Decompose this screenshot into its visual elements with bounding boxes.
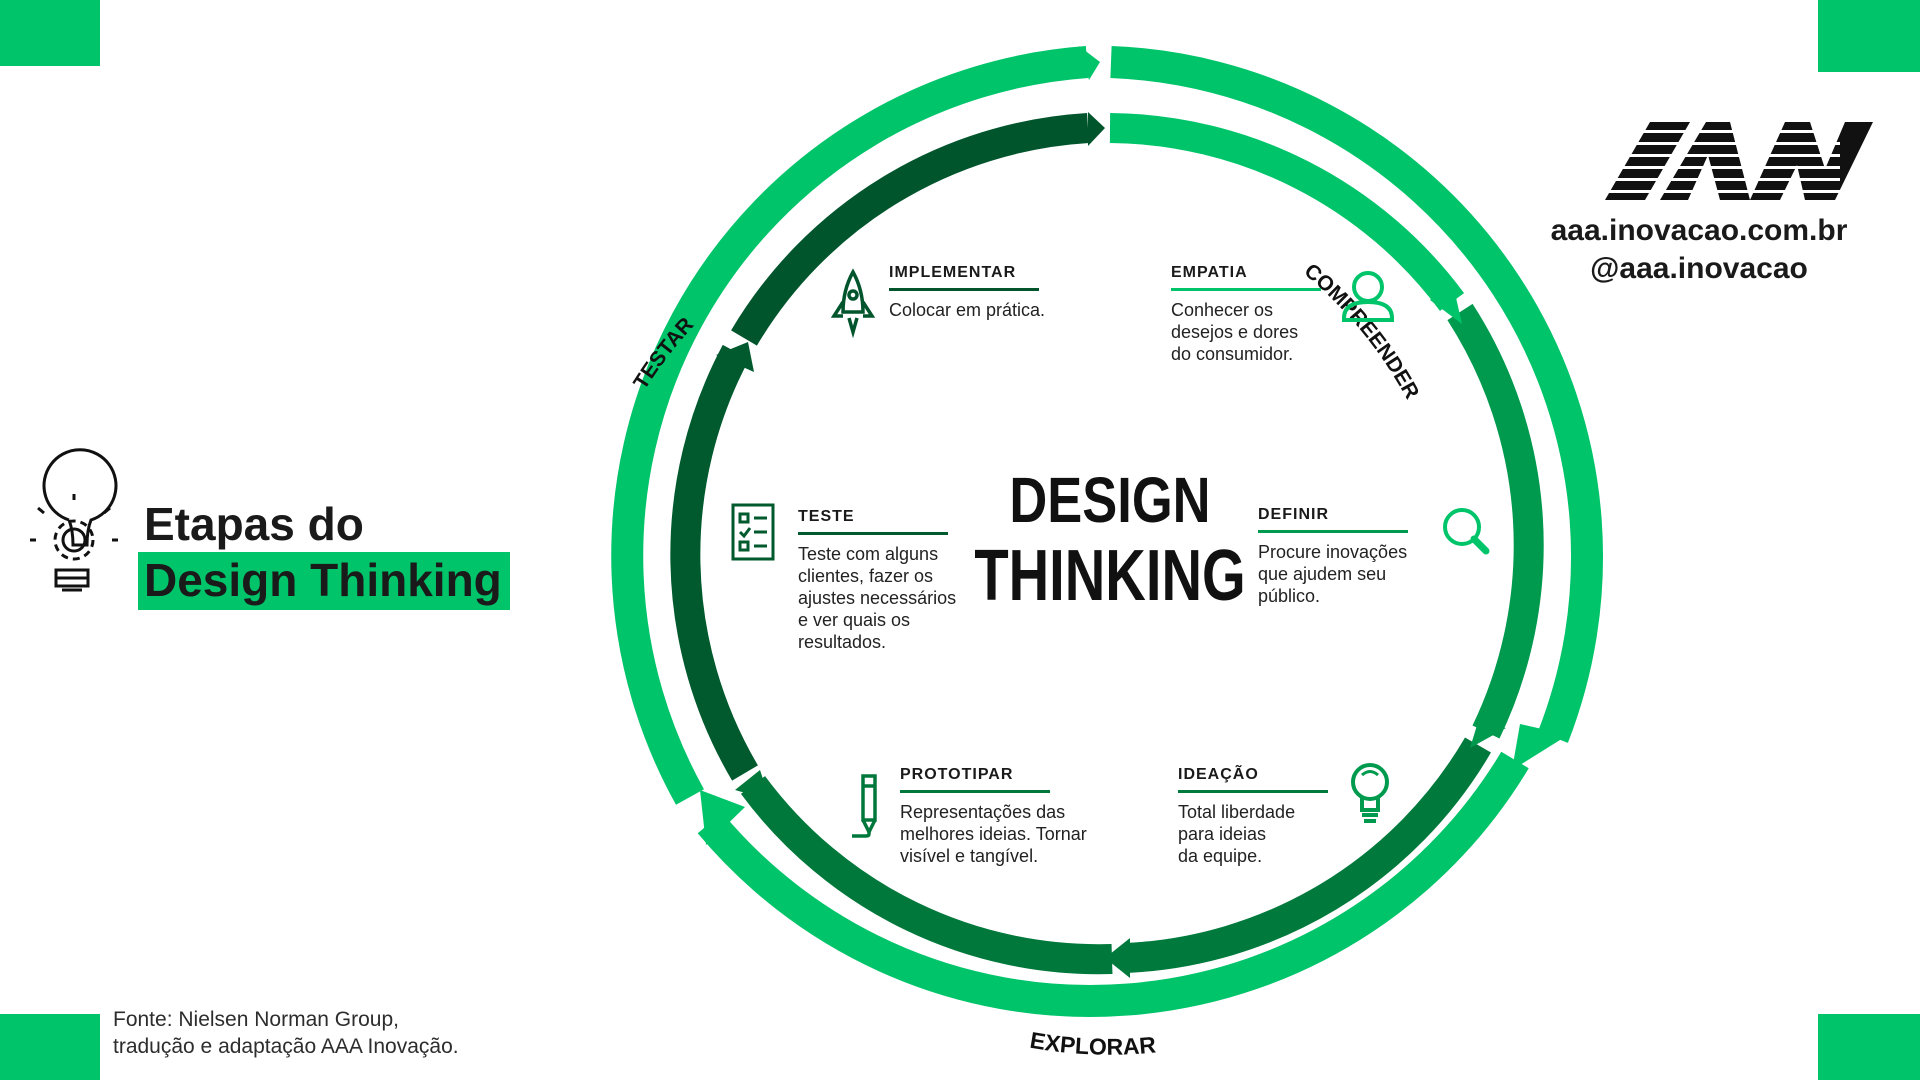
center-title-line2: THINKING <box>974 535 1245 615</box>
stage-title: TESTE <box>798 508 948 535</box>
person-icon <box>1342 271 1394 322</box>
inner-segment-empatia <box>1109 113 1465 311</box>
source-line1: Fonte: Nielsen Norman Group, <box>113 1008 399 1031</box>
page-title-line1: Etapas do <box>144 498 364 550</box>
stage-implementar: IMPLEMENTAR Colocar em prática. <box>889 264 1045 321</box>
aaa-logo <box>1600 122 1873 200</box>
corner-block-top-right <box>1818 0 1920 72</box>
outer-arrowhead-testar <box>1079 46 1100 80</box>
inner-segment-ideacao <box>1124 737 1491 973</box>
stage-description: Representações das melhores ideias. Torn… <box>900 802 1087 866</box>
inner-segment-prototipar <box>740 776 1113 975</box>
outer-arc-explorar <box>697 751 1529 1017</box>
inner-arrowhead-4 <box>735 770 770 800</box>
inner-arrowhead-5 <box>716 342 754 372</box>
checklist-icon <box>731 503 775 561</box>
corner-block-bottom-right <box>1818 1014 1920 1080</box>
pencil-icon <box>852 774 877 838</box>
source-line2: tradução e adaptação AAA Inovação. <box>113 1035 459 1058</box>
stage-prototipar: PROTOTIPAR Representações das melhores i… <box>900 766 1087 867</box>
stage-title: IMPLEMENTAR <box>889 264 1039 291</box>
stage-description: Colocar em prática. <box>889 300 1046 320</box>
corner-block-top-left <box>0 0 100 66</box>
stage-description: Teste com alguns clientes, fazer os ajus… <box>798 544 957 652</box>
corner-block-bottom-left <box>0 1014 100 1080</box>
center-title-line1: DESIGN <box>1009 465 1210 536</box>
stage-definir: DEFINIR Procure inovações que ajudem seu… <box>1258 506 1408 607</box>
page-title: Etapas do Design Thinking <box>138 496 510 610</box>
stage-title: EMPATIA <box>1171 264 1321 291</box>
inner-segment-implementar <box>731 113 1089 346</box>
inner-arrowhead-3 <box>1105 938 1130 978</box>
stage-description: Total liberdade para ideias da equipe. <box>1178 802 1296 866</box>
brand-contact: aaa.inovacao.com.br @aaa.inovacao <box>1524 212 1874 288</box>
inner-arrowhead-6 <box>1088 112 1105 146</box>
lightbulb-gear-icon <box>30 448 118 592</box>
inner-arrowhead-1 <box>1430 280 1462 324</box>
brand-handle[interactable]: @aaa.inovacao <box>1590 252 1808 285</box>
stage-ideacao: IDEAÇÃO Total liberdade para ideias da e… <box>1178 766 1328 867</box>
page-title-line2: Design Thinking <box>138 552 510 610</box>
outer-ring <box>611 46 1604 1017</box>
stage-description: Procure inovações que ajudem seu público… <box>1258 542 1408 606</box>
source-note: Fonte: Nielsen Norman Group, tradução e … <box>113 1006 459 1060</box>
inner-segment-definir <box>1447 303 1544 739</box>
stage-title: DEFINIR <box>1258 506 1408 533</box>
outer-arc-testar <box>611 46 1089 805</box>
label-explorar: EXPLORAR <box>1028 1027 1157 1060</box>
outer-arc-compreender <box>1110 46 1604 743</box>
rocket-icon <box>830 268 876 339</box>
magnifier-icon <box>1443 508 1490 555</box>
stage-title: PROTOTIPAR <box>900 766 1050 793</box>
inner-arrowhead-2 <box>1470 722 1506 748</box>
stage-title: IDEAÇÃO <box>1178 766 1328 793</box>
inner-segment-teste <box>670 344 758 781</box>
brand-url[interactable]: aaa.inovacao.com.br <box>1550 214 1848 247</box>
outer-arrowhead-compreender <box>1512 724 1568 770</box>
stage-empatia: EMPATIA Conhecer os desejos e dores do c… <box>1171 264 1321 365</box>
stage-description: Conhecer os desejos e dores do consumido… <box>1171 300 1299 364</box>
inner-ring <box>670 112 1544 978</box>
stage-teste: TESTE Teste com alguns clientes, fazer o… <box>798 508 956 653</box>
lightbulb-icon <box>1351 763 1389 823</box>
outer-arrowhead-explorar <box>700 790 745 845</box>
